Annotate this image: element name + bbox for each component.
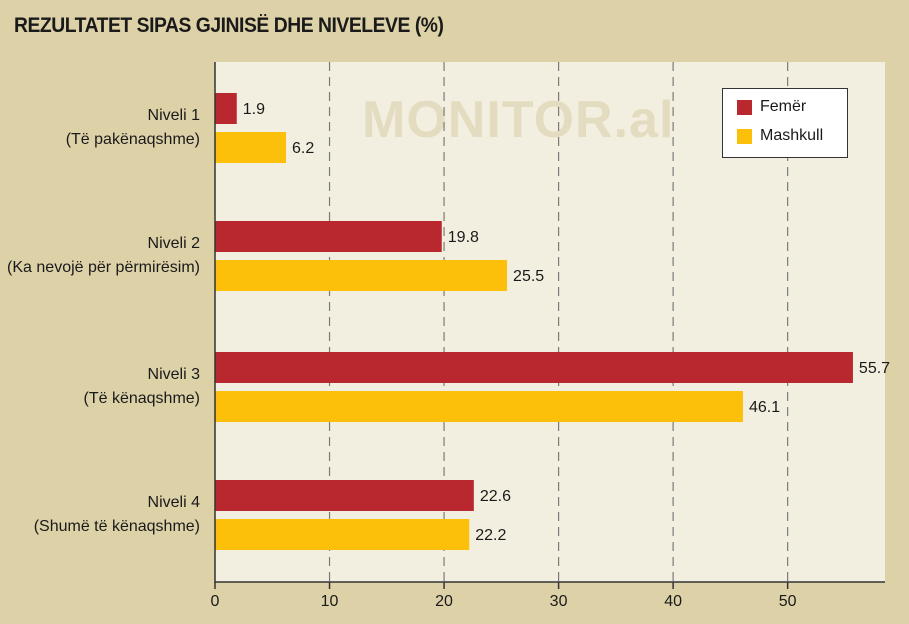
legend: Femër Mashkull: [722, 88, 848, 158]
watermark: MONITOR.al: [362, 91, 675, 149]
category-label-line: Niveli 4: [147, 494, 200, 511]
category-label-line: Niveli 3: [147, 366, 200, 383]
legend-swatch-femer: [737, 99, 752, 115]
value-label-femer-1: 1.9: [242, 100, 265, 118]
legend-item-femer: Femër: [737, 98, 806, 116]
x-tick-label-30: 30: [549, 593, 568, 610]
category-label-line: (Ka nevojë për përmirësim): [7, 259, 200, 276]
value-label-mashkull-3: 46.1: [748, 398, 781, 416]
bar-femer-3: [215, 352, 853, 383]
category-label-line: Niveli 2: [147, 235, 200, 252]
bar-mashkull-1: [215, 132, 287, 163]
value-label-femer-4: 22.6: [479, 487, 511, 505]
x-tick-label-0: 0: [210, 593, 220, 610]
category-label-line: Niveli 1: [147, 107, 200, 124]
category-label-line: (Të kënaqshme): [83, 390, 201, 407]
x-tick-label-40: 40: [664, 593, 683, 610]
value-label-mashkull-4: 22.2: [475, 526, 507, 544]
category-label-1: Niveli 1 (Të pakënaqshme): [66, 104, 200, 152]
chart-title: REZULTATET SIPAS GJINISË DHE NIVELEVE (%…: [14, 14, 444, 37]
legend-label-femer: Femër: [760, 98, 807, 115]
category-label-3: Niveli 3 (Të kënaqshme): [84, 363, 201, 411]
value-label-femer-2: 19.8: [447, 228, 479, 246]
bar-femer-4: [215, 480, 474, 511]
legend-swatch-mashkull: [737, 128, 752, 144]
bar-femer-2: [215, 221, 442, 252]
bar-mashkull-3: [215, 391, 743, 422]
legend-item-mashkull: Mashkull: [737, 127, 823, 145]
category-label-4: Niveli 4 (Shumë të kënaqshme): [34, 491, 200, 539]
x-tick-label-10: 10: [320, 593, 339, 610]
value-label-mashkull-2: 25.5: [513, 267, 545, 285]
bar-mashkull-4: [215, 519, 470, 550]
bar-femer-1: [215, 93, 237, 124]
category-label-line: (Të pakënaqshme): [65, 131, 200, 148]
value-label-femer-3: 55.7: [858, 359, 891, 377]
value-label-mashkull-1: 6.2: [292, 139, 315, 157]
x-tick-label-20: 20: [435, 593, 453, 610]
bar-mashkull-2: [215, 260, 508, 291]
category-label-line: (Shumë të kënaqshme): [33, 518, 200, 535]
legend-label-mashkull: Mashkull: [760, 127, 824, 144]
category-label-2: Niveli 2 (Ka nevojë për përmirësim): [7, 232, 200, 280]
x-tick-label-50: 50: [778, 593, 797, 610]
